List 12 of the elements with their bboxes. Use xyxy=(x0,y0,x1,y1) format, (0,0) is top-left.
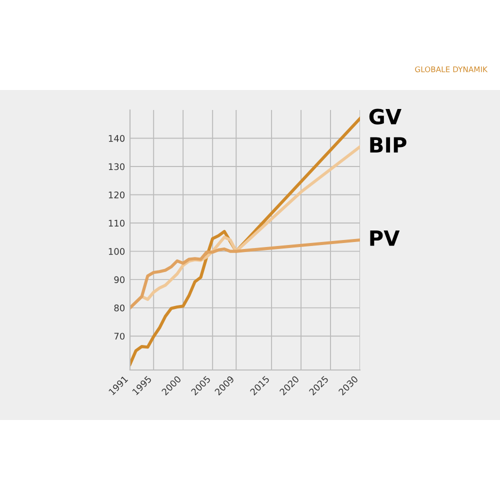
y-tick-label: 80 xyxy=(114,304,125,312)
y-tick-label: 70 xyxy=(114,332,125,340)
series-label: PV xyxy=(370,230,400,246)
series-label: BIP xyxy=(370,137,406,152)
y-tick-label: 110 xyxy=(108,220,125,227)
y-tick-label: 140 xyxy=(108,134,125,142)
y-tick-label: 90 xyxy=(114,276,125,284)
y-tick-label: 100 xyxy=(108,248,125,255)
y-tick-label: 130 xyxy=(108,163,125,170)
line-series xyxy=(130,238,360,310)
y-tick-label: 120 xyxy=(108,192,125,198)
series-label: GV xyxy=(369,108,402,125)
